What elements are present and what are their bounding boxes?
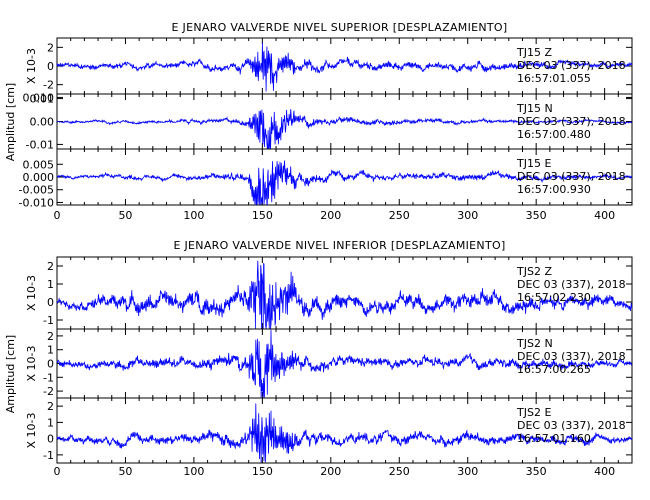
y-axis-label: Amplitud [cm] [4, 335, 17, 413]
x-tick-label: 200 [320, 465, 341, 478]
trace-time: 16:57:01.160 [517, 432, 591, 445]
y-tick-label: -0.01 [26, 138, 54, 151]
lower-chart: E JENARO VALVERDE NIVEL INFERIOR [DESPLA… [4, 239, 633, 478]
y-tick-label: 0.00 [30, 116, 55, 129]
x-tick-label: 350 [526, 465, 547, 478]
waveform-trace [56, 403, 633, 463]
chart-title: E JENARO VALVERDE NIVEL INFERIOR [DESPLA… [173, 239, 505, 252]
y-tick-label: 0.000 [23, 171, 55, 184]
trace-date: DEC 03 (337), 2018 [517, 59, 626, 72]
y-tick-label: 2 [47, 400, 54, 413]
y-tick-label: 0.005 [23, 158, 55, 171]
x-tick-label: 50 [118, 465, 132, 478]
y-tick-label: 0 [47, 296, 54, 309]
x-tick-label: 350 [526, 209, 547, 222]
x-tick-label: 100 [183, 209, 204, 222]
x-tick-label: 50 [118, 209, 132, 222]
scale-label: X 10-3 [25, 48, 38, 84]
x-tick-label: 250 [389, 465, 410, 478]
y-tick-label: 2 [47, 41, 54, 54]
trace-date: DEC 03 (337), 2018 [517, 350, 626, 363]
station-component-label: TJS2 E [516, 406, 551, 419]
scale-label: X 10-3 [25, 413, 38, 449]
trace-date: DEC 03 (337), 2018 [517, 278, 626, 291]
y-tick-label: 1 [47, 416, 54, 429]
trace-time: 16:57:02.230 [517, 291, 591, 304]
trace-time: 16:57:00.930 [517, 183, 591, 196]
scale-label: X 10-3 [25, 346, 38, 382]
y-tick-label: 1 [47, 278, 54, 291]
station-component-label: TJ15 Z [516, 46, 552, 59]
scale-label: X 10-3 [25, 275, 38, 311]
x-tick-label: 150 [252, 465, 273, 478]
x-tick-label: 300 [457, 209, 478, 222]
x-tick-label: 400 [594, 465, 615, 478]
y-tick-label: 0 [47, 433, 54, 446]
station-component-label: TJ15 E [516, 157, 551, 170]
y-tick-label: 0 [47, 358, 54, 371]
chart-title: E JENARO VALVERDE NIVEL SUPERIOR [DESPLA… [172, 21, 508, 34]
y-tick-label: 0.010 [23, 91, 55, 104]
y-tick-label: -0.005 [19, 184, 54, 197]
waveform-trace [56, 160, 632, 205]
y-tick-label: 0 [47, 60, 54, 73]
y-tick-label: 2 [47, 260, 54, 273]
trace-time: 16:57:01.055 [517, 72, 591, 85]
x-tick-label: 250 [389, 209, 410, 222]
trace-date: DEC 03 (337), 2018 [517, 170, 626, 183]
y-axis-label: Amplitud [cm] [4, 83, 17, 161]
y-tick-label: -1 [43, 449, 54, 462]
station-component-label: TJS2 Z [516, 265, 552, 278]
y-tick-label: -2 [43, 79, 54, 92]
y-tick-label: -1 [43, 371, 54, 384]
waveform-trace [56, 329, 633, 398]
y-tick-label: 1 [47, 344, 54, 357]
x-tick-label: 0 [54, 209, 61, 222]
x-tick-label: 0 [54, 465, 61, 478]
y-tick-label: 2 [47, 330, 54, 343]
x-tick-label: 200 [320, 209, 341, 222]
trace-date: DEC 03 (337), 2018 [517, 115, 626, 128]
waveform-trace [56, 42, 633, 92]
station-component-label: TJS2 N [516, 337, 553, 350]
y-tick-label: -2 [43, 385, 54, 398]
x-tick-label: 100 [183, 465, 204, 478]
x-tick-label: 400 [594, 209, 615, 222]
station-component-label: TJ15 N [516, 102, 553, 115]
x-tick-label: 300 [457, 465, 478, 478]
waveform-trace [56, 260, 633, 329]
y-tick-label: 0.01 [30, 93, 55, 106]
y-tick-label: -1 [43, 314, 54, 327]
trace-date: DEC 03 (337), 2018 [517, 419, 626, 432]
trace-time: 16:57:00.265 [517, 363, 591, 376]
y-tick-label: -0.010 [19, 196, 54, 209]
x-tick-label: 150 [252, 209, 273, 222]
trace-time: 16:57:00.480 [517, 128, 591, 141]
waveform-trace [56, 109, 633, 149]
upper-chart: E JENARO VALVERDE NIVEL SUPERIOR [DESPLA… [4, 21, 633, 222]
